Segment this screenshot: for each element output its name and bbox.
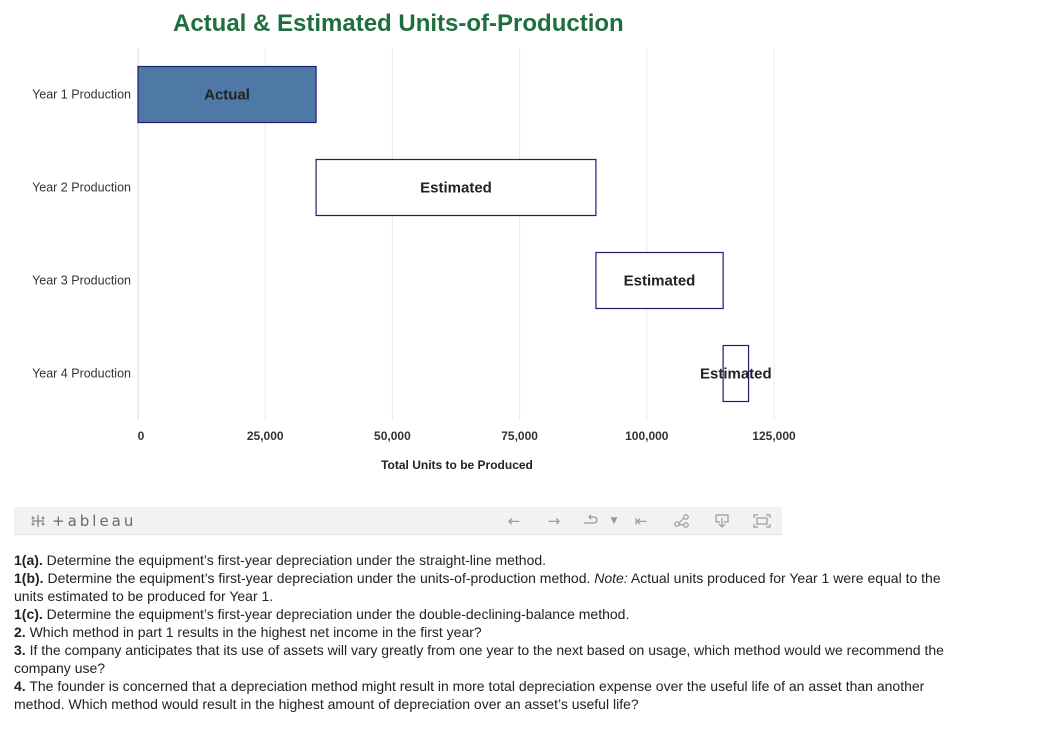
- question-2: 2. Which method in part 1 results in the…: [14, 624, 482, 640]
- bar-label: Estimated: [420, 180, 492, 197]
- bar-label: Estimated: [700, 366, 772, 383]
- bar: [315, 158, 597, 217]
- revert-icon[interactable]: [580, 511, 600, 531]
- units-of-production-chart: Year 1 Production Year 2 Production Year 3…: [32, 48, 796, 472]
- x-tick-label: 125,000: [752, 429, 796, 443]
- bar-label: Estimated: [624, 273, 696, 290]
- redo-icon[interactable]: →: [547, 512, 561, 530]
- category-label: Year 4 Production: [32, 367, 131, 381]
- question-1c: 1(c). Determine the equipment’s first-ye…: [14, 606, 630, 622]
- tableau-logo-icon: [31, 515, 45, 527]
- reset-icon[interactable]: ⇤: [634, 512, 648, 530]
- x-tick-label: 0: [138, 429, 145, 443]
- question-1b: 1(b). Determine the equipment’s first-ye…: [14, 570, 941, 604]
- download-icon[interactable]: [712, 511, 732, 531]
- questions-list: 1(a). Determine the equipment’s first-ye…: [14, 551, 964, 713]
- fullscreen-icon[interactable]: [752, 511, 772, 531]
- tableau-logo-text: +ableau: [52, 512, 137, 530]
- bar: [137, 65, 317, 124]
- tableau-toolbar: +ableau ← → ▼ ⇤: [14, 507, 782, 535]
- bar: [595, 251, 724, 310]
- x-tick-label: 100,000: [625, 429, 669, 443]
- revert-dropdown-icon[interactable]: ▼: [610, 516, 618, 526]
- x-axis-title: Total Units to be Produced: [381, 458, 533, 472]
- bar-label: Actual: [204, 87, 250, 104]
- undo-icon[interactable]: ←: [507, 512, 521, 530]
- tableau-logo[interactable]: +ableau: [30, 512, 136, 530]
- question-1a: 1(a). Determine the equipment’s first-ye…: [14, 552, 547, 568]
- category-label: Year 3 Production: [32, 274, 131, 288]
- x-tick-label: 50,000: [374, 429, 411, 443]
- chart-title: Actual & Estimated Units-of-Production: [173, 10, 624, 37]
- bar: [722, 344, 750, 403]
- category-label: Year 2 Production: [32, 181, 131, 195]
- question-4: 4. The founder is concerned that a depre…: [14, 678, 925, 712]
- x-tick-label: 75,000: [501, 429, 538, 443]
- share-icon[interactable]: [672, 511, 692, 531]
- category-label: Year 1 Production: [32, 88, 131, 102]
- question-3: 3. If the company anticipates that its u…: [14, 642, 944, 676]
- x-tick-label: 25,000: [247, 429, 284, 443]
